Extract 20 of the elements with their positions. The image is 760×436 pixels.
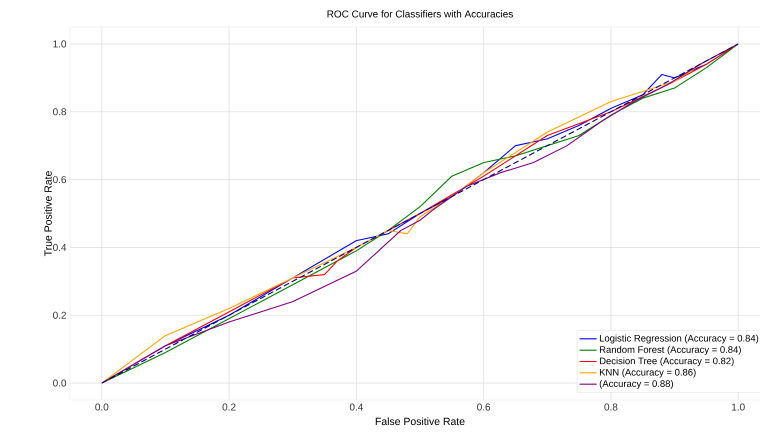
legend-label: (Accuracy = 0.88) bbox=[600, 380, 673, 389]
legend-label: Random Forest (Accuracy = 0.84) bbox=[600, 346, 741, 355]
y-tick-label: 1.0 bbox=[53, 40, 66, 48]
x-tick-label: 0.6 bbox=[477, 404, 490, 411]
legend-label: KNN (Accuracy = 0.86) bbox=[600, 368, 696, 378]
x-tick-label: 0.2 bbox=[222, 404, 236, 411]
x-tick-label: 0.0 bbox=[95, 404, 108, 411]
chart-title: ROC Curve for Classifiers with Accuracies bbox=[328, 10, 513, 18]
legend-label: Decision Tree (Accuracy = 0.82) bbox=[600, 357, 734, 366]
y-tick-label: 0.2 bbox=[53, 312, 66, 319]
x-tick-label: 1.0 bbox=[732, 404, 745, 411]
y-tick-label: 0.0 bbox=[53, 380, 66, 387]
y-tick-label: 0.6 bbox=[53, 176, 66, 184]
y-tick-label: 0.4 bbox=[53, 244, 66, 251]
x-tick-label: 0.4 bbox=[350, 404, 363, 411]
y-tick-label: 0.8 bbox=[53, 108, 66, 116]
legend-label: Logistic Regression (Accuracy = 0.84) bbox=[600, 334, 758, 344]
y-axis-title: True Positive Rate bbox=[44, 171, 52, 256]
x-tick-label: 0.8 bbox=[604, 404, 618, 411]
x-axis-title: False Positive Rate bbox=[376, 417, 465, 426]
